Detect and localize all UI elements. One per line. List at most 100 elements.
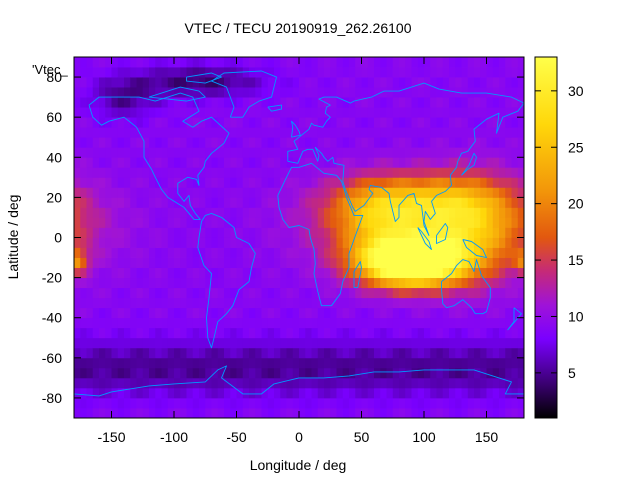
heatmap-cell [217,167,225,178]
heatmap-cell [74,217,81,228]
heatmap-cell [442,77,450,88]
heatmap-cell [380,217,387,228]
heatmap-cell [249,267,256,279]
heatmap-cell [267,187,275,198]
heatmap-cell [86,137,94,148]
heatmap-cell [280,297,287,309]
heatmap-cell [417,377,425,389]
heatmap-cell [261,307,269,319]
heatmap-cell [424,127,431,138]
heatmap-cell [124,127,131,138]
heatmap-cell [417,347,425,359]
heatmap-cell [211,197,219,208]
heatmap-cell [330,217,337,228]
heatmap-cell [199,207,206,218]
heatmap-cell [117,67,125,78]
heatmap-cell [117,377,125,389]
heatmap-cell [367,377,375,389]
heatmap-cell [436,397,444,409]
heatmap-cell [274,77,281,88]
heatmap-cell [292,167,300,178]
heatmap-cell [330,387,337,399]
heatmap-cell [111,197,119,208]
heatmap-cell [367,157,375,168]
heatmap-cell [74,327,81,339]
heatmap-cell [374,327,381,339]
heatmap-cell [336,267,344,279]
heatmap-cell [161,97,169,108]
heatmap-cell [324,57,331,68]
heatmap-cell [311,337,319,349]
heatmap-cell [380,347,387,359]
heatmap-cell [242,407,250,419]
heatmap-cell [336,207,344,218]
heatmap-cell [499,107,506,118]
heatmap-cell [399,117,406,128]
heatmap-cell [230,277,237,289]
heatmap-cell [142,157,150,168]
heatmap-cell [217,77,225,88]
heatmap-cell [224,227,231,238]
heatmap-cell [130,407,137,419]
heatmap-cell [324,77,331,88]
heatmap-cell [267,137,275,148]
heatmap-cell [105,57,112,68]
heatmap-cell [99,77,106,88]
heatmap-cell [461,307,469,319]
heatmap-cell [305,307,312,319]
heatmap-cell [86,187,94,198]
heatmap-cell [80,347,87,359]
heatmap-cell [86,357,94,369]
heatmap-cell [199,367,206,379]
heatmap-cell [355,367,362,379]
heatmap-cell [105,167,112,178]
heatmap-cell [217,347,225,359]
heatmap-cell [261,167,269,178]
heatmap-cell [280,57,287,68]
heatmap-cell [292,117,300,128]
heatmap-cell [336,167,344,178]
heatmap-cell [74,177,81,188]
heatmap-cell [330,197,337,208]
heatmap-cell [499,407,506,419]
heatmap-cell [80,147,87,158]
heatmap-cell [436,357,444,369]
heatmap-cell [505,327,512,339]
heatmap-cell [255,147,262,158]
heatmap-cell [217,247,225,258]
heatmap-cell [317,107,325,118]
heatmap-cell [361,107,369,118]
heatmap-cell [392,77,400,88]
heatmap-cell [274,197,281,208]
heatmap-cell [92,117,100,128]
heatmap-cell [336,247,344,258]
heatmap-cell [255,87,262,98]
heatmap-cell [511,247,519,258]
heatmap-cell [311,327,319,339]
heatmap-cell [486,87,494,98]
heatmap-cell [461,77,469,88]
heatmap-cell [99,407,106,419]
heatmap-cell [261,317,269,329]
heatmap-cell [467,257,475,268]
heatmap-cell [142,357,150,369]
heatmap-cell [355,127,362,138]
heatmap-cell [436,147,444,158]
heatmap-cell [186,387,194,399]
heatmap-cell [117,287,125,299]
heatmap-cell [480,147,487,158]
heatmap-cell [349,307,356,319]
heatmap-cell [299,397,306,409]
heatmap-cell [74,257,81,268]
heatmap-cell [130,307,137,319]
heatmap-cell [224,77,231,88]
heatmap-cell [424,167,431,178]
heatmap-cell [261,227,269,238]
heatmap-cell [130,207,137,218]
heatmap-cell [305,287,312,299]
heatmap-cell [367,317,375,329]
heatmap-cell [355,377,362,389]
heatmap-cell [461,397,469,409]
heatmap-cell [255,337,262,349]
heatmap-cell [299,207,306,218]
